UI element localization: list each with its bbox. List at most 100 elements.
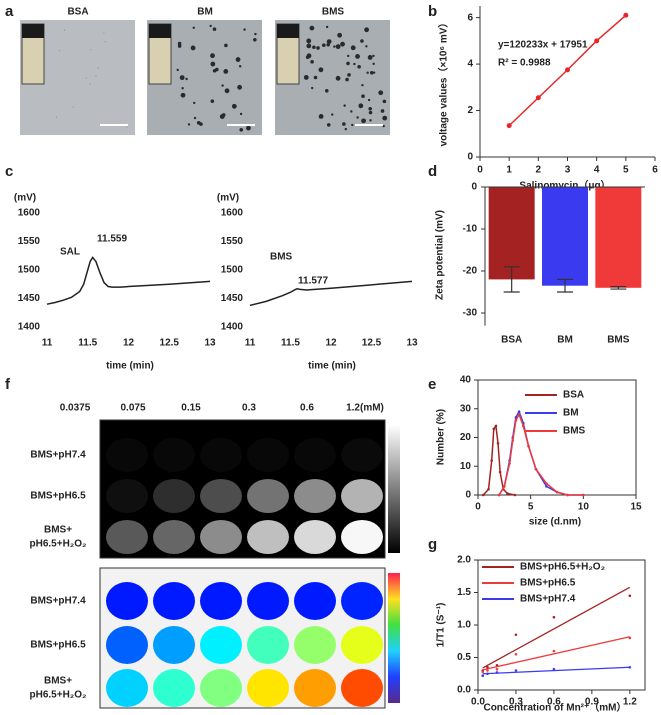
data-point xyxy=(628,594,632,598)
y-tick-label: -10 xyxy=(463,224,478,235)
particle xyxy=(305,55,310,60)
x-axis-label: time (min) xyxy=(106,361,154,372)
data-point xyxy=(552,649,556,653)
panel-label: c xyxy=(5,163,13,180)
particle xyxy=(382,115,388,121)
x-tick-label: BSA xyxy=(501,335,522,346)
particle xyxy=(303,75,309,80)
bar xyxy=(595,187,642,288)
particle xyxy=(192,26,195,29)
legend-label: BMS+pH6.5+H₂O₂ xyxy=(520,562,605,573)
x-tick-label: 12.5 xyxy=(362,338,382,349)
y-tick-label: 1450 xyxy=(221,293,244,304)
particle xyxy=(224,43,228,48)
phantom xyxy=(153,582,195,620)
particle xyxy=(219,114,225,119)
particle xyxy=(95,75,97,77)
particle xyxy=(310,60,314,64)
data-point xyxy=(594,38,600,44)
particle xyxy=(185,77,188,81)
phantom xyxy=(106,582,148,620)
data-point xyxy=(506,123,512,129)
y-tick-label: 1550 xyxy=(221,236,244,247)
particle xyxy=(89,83,91,85)
column-label: 0.6 xyxy=(300,403,314,414)
data-point xyxy=(517,413,521,416)
error-bar xyxy=(503,266,520,293)
particle xyxy=(193,116,197,120)
error-bar xyxy=(610,285,627,290)
y-tick-label: 1500 xyxy=(221,265,244,276)
data-point xyxy=(628,636,632,640)
particle xyxy=(364,27,369,33)
particle xyxy=(306,43,312,49)
phantom xyxy=(341,479,383,513)
unit-label: (mV) xyxy=(14,193,36,204)
data-point xyxy=(496,441,500,445)
phantom xyxy=(247,669,289,707)
phantom xyxy=(341,582,383,620)
particle xyxy=(224,88,230,94)
data-point xyxy=(623,12,629,18)
particle xyxy=(335,75,341,81)
bar xyxy=(488,187,535,280)
particle xyxy=(187,123,191,126)
row-label: BMS+pH7.4 xyxy=(30,450,86,461)
y-tick-label: 1550 xyxy=(18,236,41,247)
x-tick-label: 11.5 xyxy=(281,338,300,349)
data-point xyxy=(552,615,556,619)
phantom xyxy=(247,438,289,472)
row-label: BMS+ xyxy=(44,525,72,536)
data-point xyxy=(486,669,489,672)
data-point xyxy=(497,493,501,497)
particle xyxy=(85,77,87,79)
color-bar xyxy=(388,425,400,553)
image-label: BMS xyxy=(322,7,345,18)
legend-label: BMS+pH7.4 xyxy=(520,594,576,605)
y-tick-label: 0.0 xyxy=(457,685,471,696)
phantom xyxy=(247,520,289,554)
particle xyxy=(55,116,58,118)
annotation: 11.559 xyxy=(97,234,127,245)
particle xyxy=(357,64,361,69)
data-point xyxy=(486,672,489,676)
bar xyxy=(542,187,588,286)
phantom xyxy=(200,669,242,707)
phantom xyxy=(341,669,383,707)
particle xyxy=(345,77,349,82)
data-point xyxy=(514,652,518,656)
y-tick-label: 1600 xyxy=(221,208,244,219)
row-label: pH6.5+H₂O₂ xyxy=(30,539,87,550)
data-point xyxy=(566,493,569,497)
column-label: 0.075 xyxy=(120,403,145,414)
vial-cap xyxy=(149,24,171,38)
particle xyxy=(180,92,186,98)
particle xyxy=(343,104,346,107)
phantom xyxy=(341,438,383,472)
phantom xyxy=(341,520,383,554)
particle xyxy=(356,116,359,119)
x-tick-label: 2 xyxy=(536,165,542,176)
phantom xyxy=(247,626,289,664)
unit-label: (mV) xyxy=(217,193,239,204)
image-label: BM xyxy=(197,7,213,18)
data-point xyxy=(503,485,506,488)
phantom xyxy=(153,479,195,513)
phantom xyxy=(200,479,242,513)
x-axis-label: Concentration of Mn²⁺（mM） xyxy=(483,701,626,714)
data-point xyxy=(487,487,490,491)
particle xyxy=(196,121,201,125)
data-point xyxy=(495,667,499,671)
panel-label: f xyxy=(5,376,11,393)
particle xyxy=(254,32,257,36)
legend-label: BMS xyxy=(563,426,586,437)
x-tick-label: 11.5 xyxy=(78,338,97,349)
column-label: 1.2(mM) xyxy=(346,403,384,414)
x-tick-label: 4 xyxy=(594,165,600,176)
data-point xyxy=(486,665,489,669)
row-label: BMS+pH6.5 xyxy=(30,491,86,502)
annotation: 11.577 xyxy=(298,276,328,287)
image-label: BSA xyxy=(67,7,88,18)
particle xyxy=(310,86,314,90)
